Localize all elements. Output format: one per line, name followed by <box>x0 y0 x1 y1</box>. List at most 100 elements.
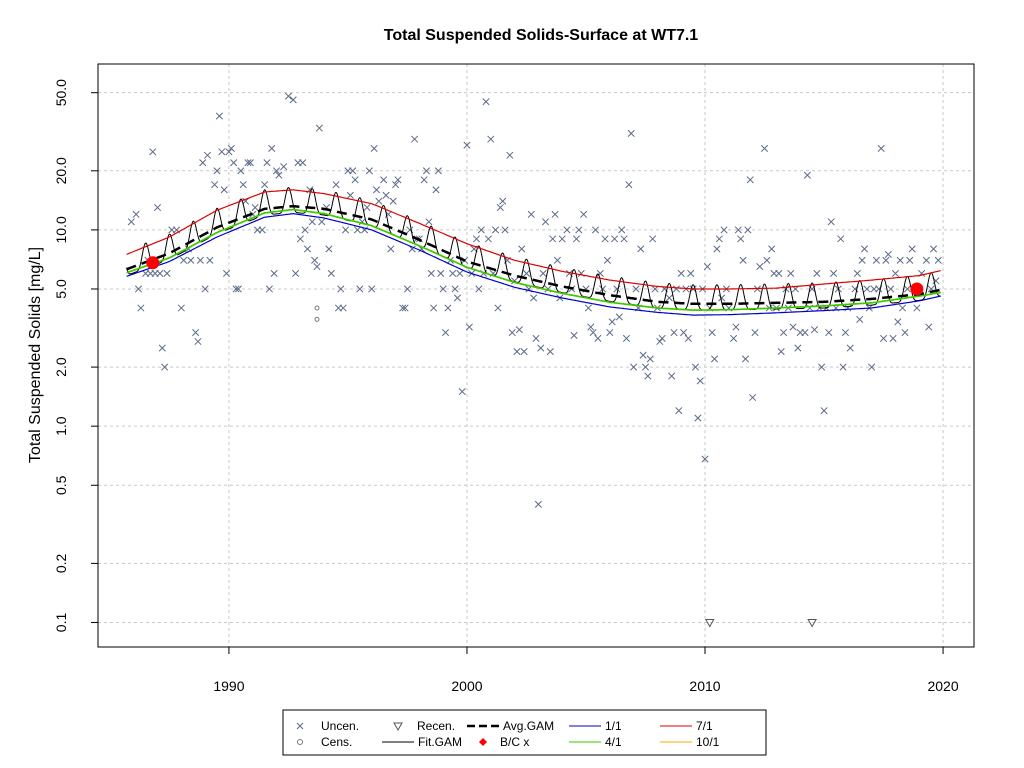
uncensored-point <box>646 355 654 363</box>
uncensored-point <box>730 334 738 342</box>
uncensored-point <box>906 256 914 264</box>
uncensored-point <box>411 135 419 143</box>
uncensored-point <box>270 269 278 277</box>
uncensored-point <box>213 167 221 175</box>
legend-label: 4/1 <box>605 735 622 749</box>
uncensored-point <box>889 334 897 342</box>
uncensored-point <box>499 197 507 205</box>
recensored-point <box>807 618 817 628</box>
uncensored-point <box>608 318 616 326</box>
legend-label: Cens. <box>321 735 352 749</box>
uncensored-point <box>684 334 692 342</box>
uncensored-point <box>534 500 542 508</box>
uncensored-point <box>818 363 826 371</box>
uncensored-point <box>496 203 504 212</box>
uncensored-point <box>372 186 381 194</box>
uncensored-point <box>163 269 171 277</box>
uncensored-point <box>899 304 907 312</box>
uncensored-point <box>215 112 223 120</box>
uncensored-point <box>180 256 188 264</box>
uncensored-point <box>830 269 838 277</box>
y-tick-label: 0.5 <box>53 475 69 495</box>
legend-recensored-icon <box>393 722 403 732</box>
plot-border <box>97 63 975 648</box>
uncensored-point <box>292 269 300 277</box>
uncensored-point <box>363 203 371 212</box>
uncensored-point <box>703 263 711 271</box>
uncensored-point <box>691 363 700 371</box>
uncensored-point <box>575 226 583 234</box>
uncensored-point <box>356 285 364 293</box>
uncensored-point <box>887 285 895 293</box>
uncensored-point <box>420 176 428 184</box>
uncensored-point <box>606 328 614 337</box>
uncensored-point <box>222 269 231 277</box>
uncensored-point <box>430 304 438 312</box>
uncensored-point <box>872 256 880 264</box>
y-tick-label: 2.0 <box>53 357 69 377</box>
uncensored-point <box>518 245 526 253</box>
uncensored-point <box>199 159 207 167</box>
uncensored-point <box>558 235 566 243</box>
x-tick-label: 2000 <box>451 678 482 694</box>
uncensored-point <box>644 372 652 380</box>
uncensored-point <box>218 148 226 156</box>
uncensored-point <box>913 304 921 312</box>
legend-label: 1/1 <box>605 719 622 733</box>
uncensored-point <box>134 285 143 293</box>
uncensored-point <box>234 285 242 293</box>
uncensored-point <box>458 388 466 396</box>
uncensored-point <box>601 235 609 243</box>
uncensored-point <box>132 210 140 218</box>
uncensored-point <box>434 167 442 175</box>
uncensored-point <box>701 455 709 463</box>
uncensored-point <box>453 294 461 302</box>
uncensored-point <box>251 203 259 212</box>
legend-censored-icon <box>297 739 303 745</box>
uncensored-point <box>506 151 514 159</box>
uncensored-point <box>432 186 440 194</box>
legend-label: Fit.GAM <box>418 735 462 749</box>
uncensored-point <box>332 181 340 189</box>
uncensored-point <box>827 218 835 226</box>
x-tick-label: 1990 <box>213 678 244 694</box>
uncensored-point <box>303 245 312 253</box>
uncensored-point <box>477 226 485 234</box>
legend-label: B/C x <box>500 735 529 749</box>
uncensored-point <box>687 269 695 277</box>
uncensored-point <box>882 256 890 264</box>
y-tick-label: 0.1 <box>53 613 69 633</box>
censored-point <box>314 316 320 322</box>
uncensored-point <box>389 197 397 205</box>
uncensored-point <box>665 294 673 302</box>
uncensored-point <box>158 344 166 352</box>
uncensored-point <box>563 226 571 234</box>
uncensored-point <box>530 294 538 302</box>
uncensored-point <box>846 344 854 352</box>
uncensored-point <box>296 235 304 243</box>
uncensored-point <box>156 269 164 277</box>
uncensored-point <box>380 176 388 184</box>
legend-label: Recen. <box>417 719 455 733</box>
uncensored-point <box>844 304 852 312</box>
uncensored-point <box>894 318 902 326</box>
uncensored-point <box>670 328 678 337</box>
uncensored-point <box>203 151 212 159</box>
uncensored-point <box>863 285 871 293</box>
uncensored-point <box>810 326 819 334</box>
uncensored-point <box>342 226 350 234</box>
uncensored-point <box>591 226 600 234</box>
uncensored-point <box>230 159 238 167</box>
uncensored-point <box>625 181 633 189</box>
uncensored-point <box>522 269 531 277</box>
uncensored-point <box>884 250 892 258</box>
uncensored-point <box>280 163 288 171</box>
uncensored-point <box>284 92 292 100</box>
uncensored-point <box>825 328 833 337</box>
uncensored-point <box>351 176 359 184</box>
uncensored-point <box>227 144 235 152</box>
uncensored-point <box>803 171 811 179</box>
uncensored-point <box>720 226 728 234</box>
line-7-1 <box>126 189 941 290</box>
y-axis-label: Total Suspended Solids [mg/L] <box>27 247 44 463</box>
